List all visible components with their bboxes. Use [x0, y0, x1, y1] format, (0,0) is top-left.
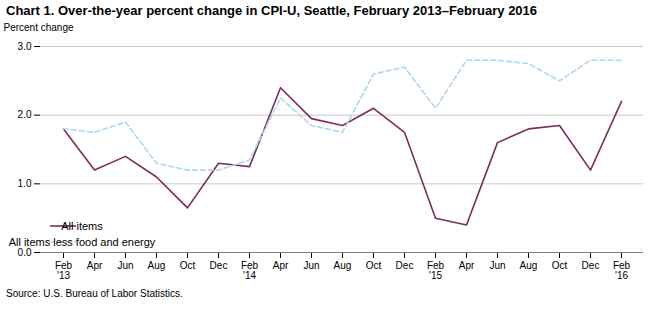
svg-text:Feb'16: Feb'16 — [613, 260, 631, 281]
svg-text:Oct: Oct — [180, 260, 196, 271]
svg-text:Aug: Aug — [520, 260, 538, 271]
svg-text:Feb'14: Feb'14 — [241, 260, 259, 281]
svg-text:Feb'15: Feb'15 — [427, 260, 445, 281]
svg-text:All items: All items — [61, 220, 103, 232]
svg-text:Jun: Jun — [117, 260, 133, 271]
svg-text:Jun: Jun — [303, 260, 319, 271]
svg-text:1.0: 1.0 — [18, 178, 32, 189]
svg-text:Dec: Dec — [582, 260, 600, 271]
svg-text:Apr: Apr — [273, 260, 289, 271]
svg-text:Apr: Apr — [87, 260, 103, 271]
html-text:Source: U.S. Bureau of Labor S: Source: U.S. Bureau of Labor Statistics. — [6, 288, 183, 299]
svg-text:Feb'13: Feb'13 — [55, 260, 73, 281]
svg-text:Oct: Oct — [366, 260, 382, 271]
html-text:Chart 1. Over-the-year percent: Chart 1. Over-the-year percent change in… — [6, 3, 537, 18]
svg-text:Apr: Apr — [459, 260, 475, 271]
svg-text:Dec: Dec — [210, 260, 228, 271]
svg-text:Aug: Aug — [334, 260, 352, 271]
svg-text:Jun: Jun — [489, 260, 505, 271]
svg-text:0.0: 0.0 — [18, 247, 32, 258]
svg-text:3.0: 3.0 — [18, 41, 32, 52]
svg-text:Aug: Aug — [148, 260, 166, 271]
svg-text:All items less food and energy: All items less food and energy — [9, 236, 156, 248]
svg-text:Percent change: Percent change — [4, 22, 74, 33]
svg-text:Oct: Oct — [552, 260, 568, 271]
svg-text:Dec: Dec — [396, 260, 414, 271]
svg-text:2.0: 2.0 — [18, 109, 32, 120]
